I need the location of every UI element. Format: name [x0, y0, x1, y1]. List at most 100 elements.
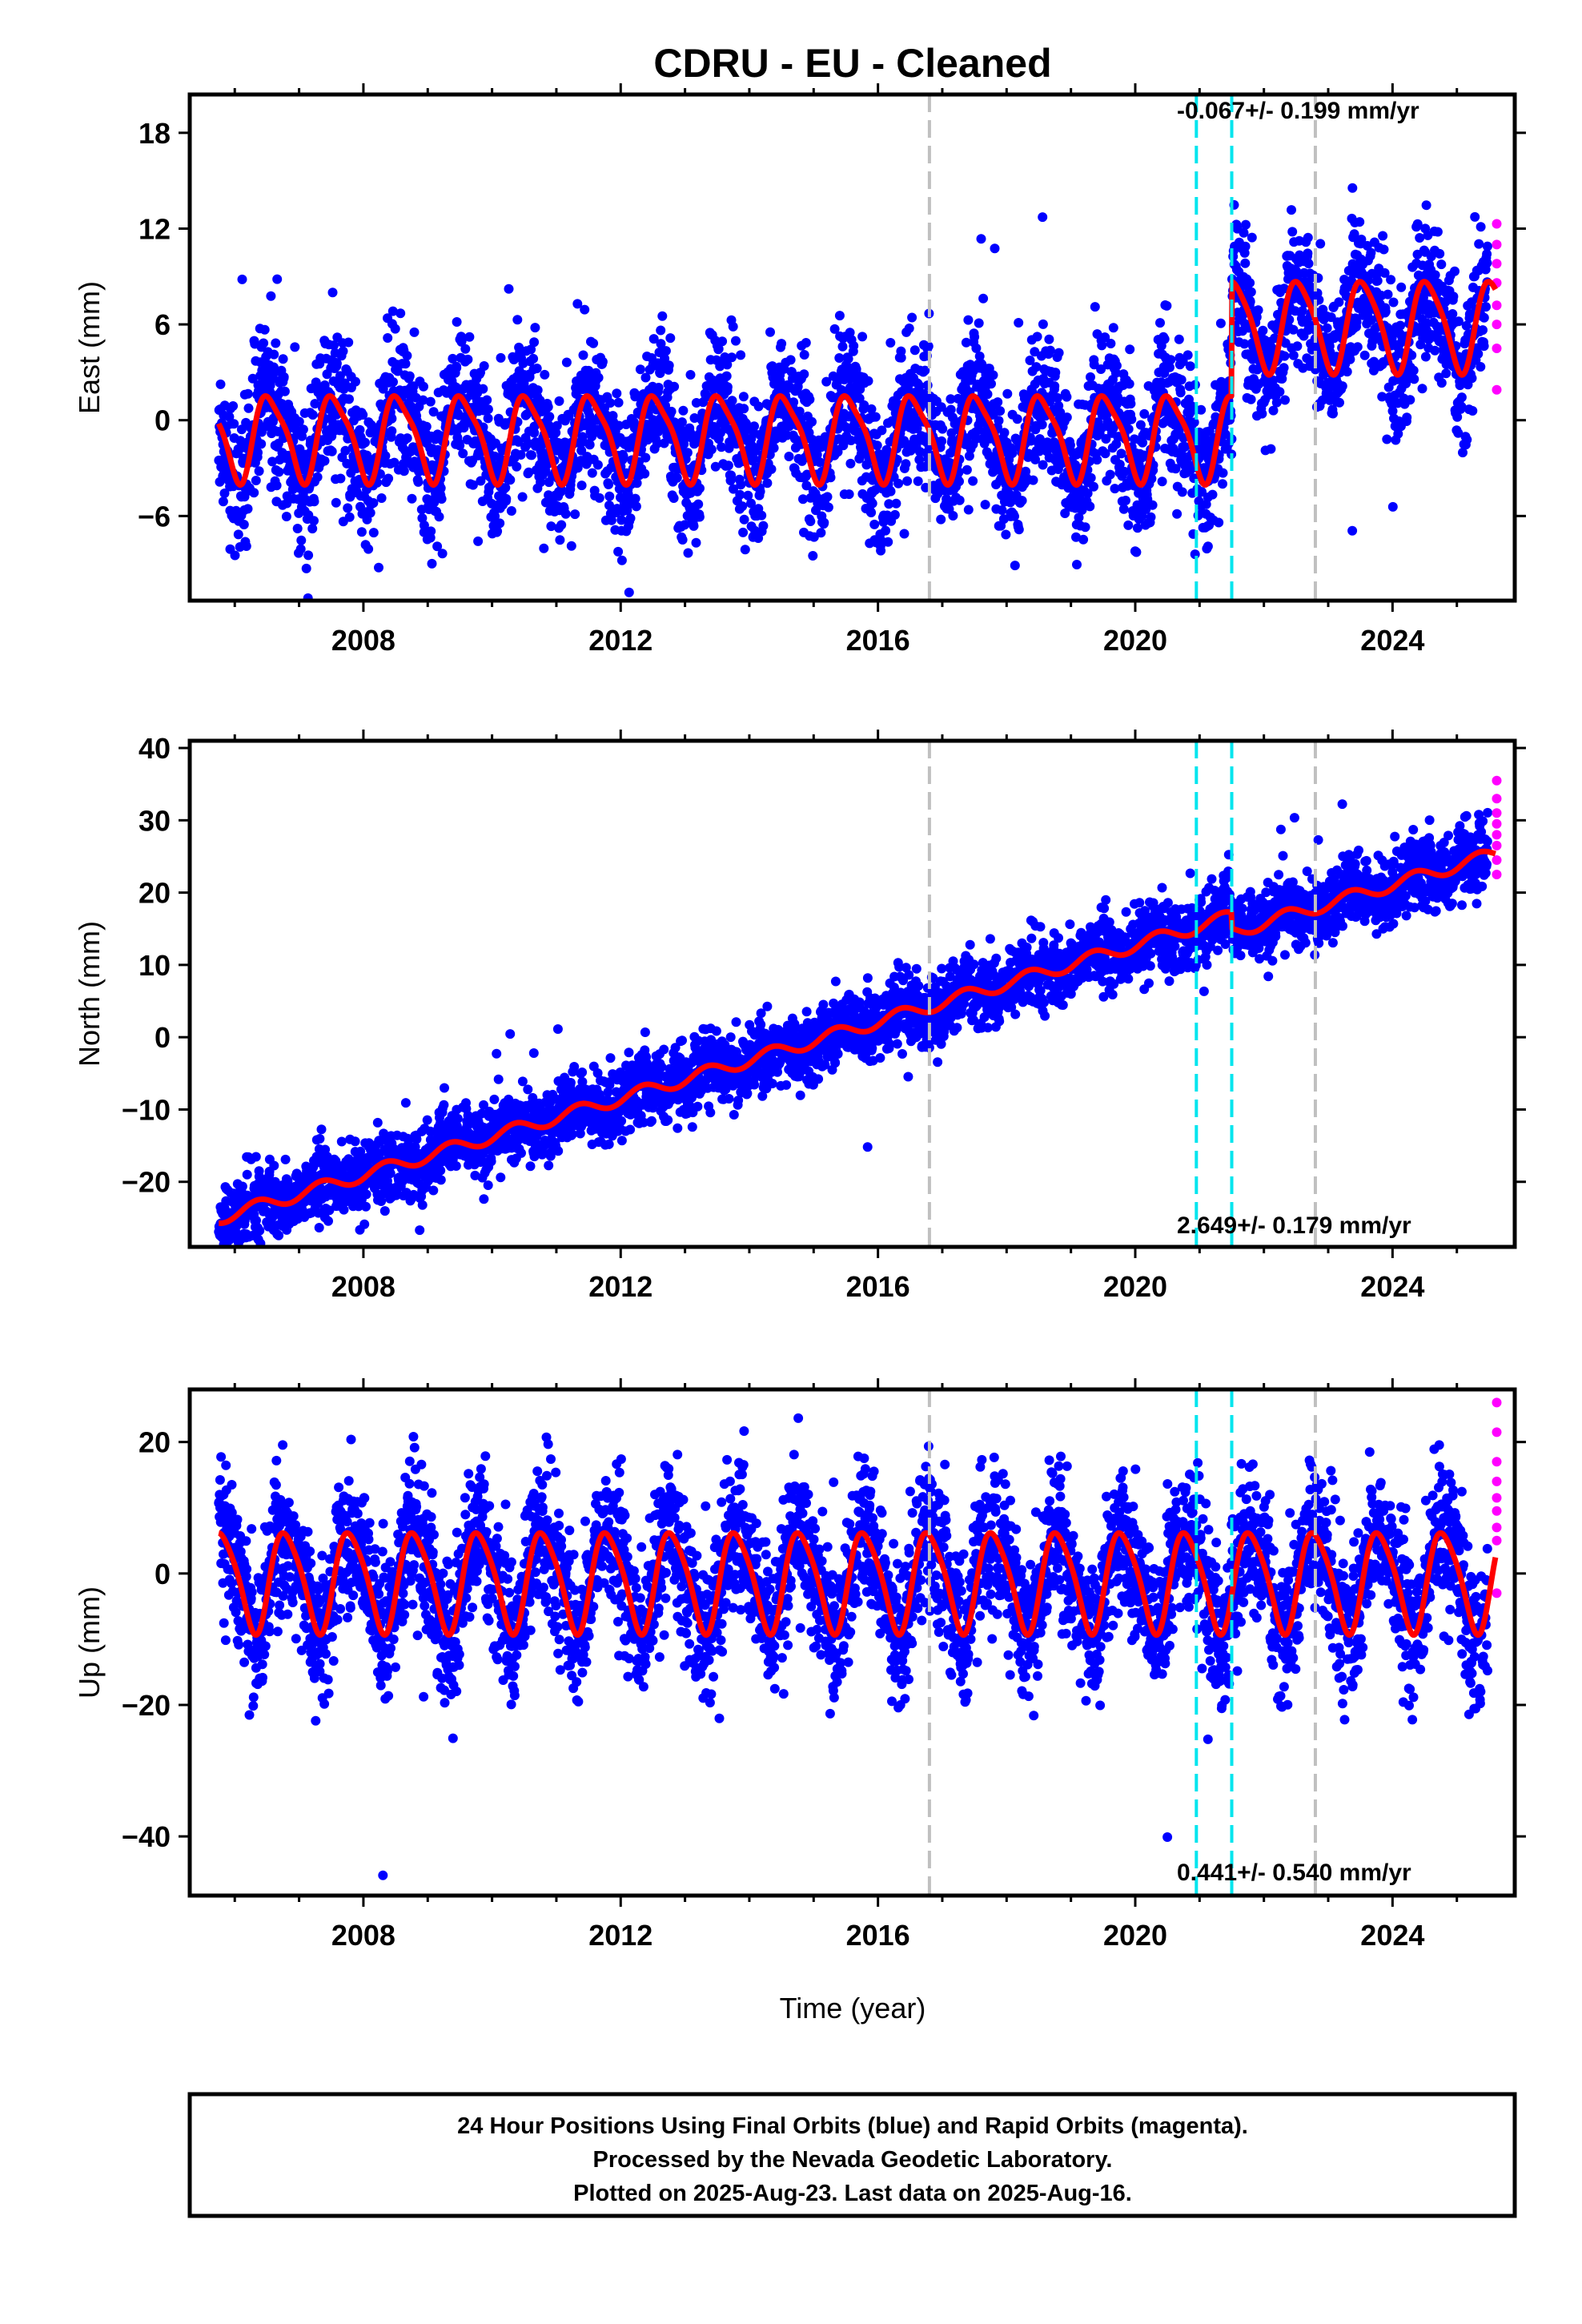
data-point [766, 464, 777, 474]
data-point [239, 520, 249, 529]
data-point [808, 551, 818, 561]
data-point [1447, 309, 1458, 319]
data-point [753, 401, 764, 412]
data-point [294, 416, 304, 427]
data-point [587, 468, 597, 478]
data-point [1126, 414, 1137, 424]
data-point [452, 363, 462, 373]
data-point [247, 373, 258, 384]
rapid-point [1492, 344, 1502, 353]
data-point [419, 521, 429, 530]
data-point [331, 358, 342, 368]
data-point [618, 451, 628, 461]
data-point [736, 480, 746, 490]
data-point [821, 376, 832, 387]
data-point [251, 476, 261, 485]
data-point [343, 503, 353, 513]
data-point [904, 324, 914, 333]
data-point [436, 483, 446, 493]
data-point [344, 512, 355, 522]
data-point [555, 535, 565, 545]
data-point [483, 404, 493, 415]
data-point [669, 381, 680, 392]
data-point [829, 324, 840, 334]
data-point [1380, 307, 1391, 317]
data-point [312, 472, 323, 482]
data-point [659, 438, 669, 448]
data-point [267, 456, 278, 467]
data-point [1025, 356, 1035, 365]
data-point [336, 1136, 347, 1147]
y-tick-label: 18 [139, 117, 171, 150]
data-point [777, 339, 787, 349]
data-point [982, 389, 993, 400]
data-point [1014, 318, 1024, 328]
data-point [422, 1115, 432, 1125]
data-point [1089, 481, 1098, 492]
data-point [1050, 368, 1061, 378]
data-point [592, 460, 603, 470]
data-point [677, 417, 687, 428]
data-point [657, 311, 668, 321]
data-point [794, 406, 805, 416]
data-point [460, 344, 471, 354]
data-point [769, 443, 779, 453]
data-point [584, 440, 595, 450]
data-point [722, 382, 733, 392]
data-point [335, 473, 346, 484]
data-point [544, 412, 555, 422]
data-point [560, 509, 571, 519]
data-point [356, 527, 367, 537]
data-point [427, 558, 437, 569]
data-point [1275, 387, 1285, 397]
data-point [556, 520, 567, 530]
data-point [310, 399, 320, 409]
data-point [1297, 306, 1307, 316]
data-point [512, 315, 523, 325]
data-point [1271, 397, 1282, 408]
data-point [432, 541, 443, 552]
rate-label: -0.067+/- 0.199 mm/yr [1177, 98, 1419, 124]
data-point [899, 529, 909, 539]
data-point [1037, 420, 1047, 430]
data-point [893, 478, 904, 489]
data-point [1010, 561, 1020, 571]
data-point [243, 388, 253, 399]
data-point [735, 489, 745, 500]
data-point [315, 1134, 325, 1144]
data-point [327, 446, 337, 456]
final-orbit-points [214, 183, 1492, 601]
data-point [746, 498, 756, 509]
data-point [505, 475, 516, 485]
data-point [329, 340, 339, 351]
data-point [1246, 394, 1256, 404]
data-point [727, 396, 737, 406]
data-point [1054, 348, 1064, 358]
data-point [372, 1117, 383, 1128]
data-point [877, 425, 887, 436]
data-point [566, 541, 576, 551]
data-point [409, 327, 420, 337]
data-point [419, 381, 428, 392]
data-point [784, 452, 794, 461]
data-point [976, 234, 986, 244]
data-point [463, 354, 473, 364]
data-point [307, 524, 318, 534]
data-point [807, 416, 817, 427]
data-point [436, 494, 447, 504]
data-point [1053, 392, 1062, 403]
data-point [1421, 200, 1431, 211]
data-point [962, 464, 972, 475]
data-point [978, 293, 989, 304]
data-point [661, 346, 671, 356]
data-point [1241, 219, 1251, 230]
data-point [1303, 259, 1314, 269]
data-point [1030, 347, 1040, 357]
data-point [1245, 278, 1255, 288]
data-point [448, 353, 458, 364]
data-point [805, 517, 816, 526]
data-point [415, 1225, 425, 1236]
data-point [613, 546, 624, 557]
data-point [228, 401, 239, 411]
data-point [1287, 227, 1298, 237]
